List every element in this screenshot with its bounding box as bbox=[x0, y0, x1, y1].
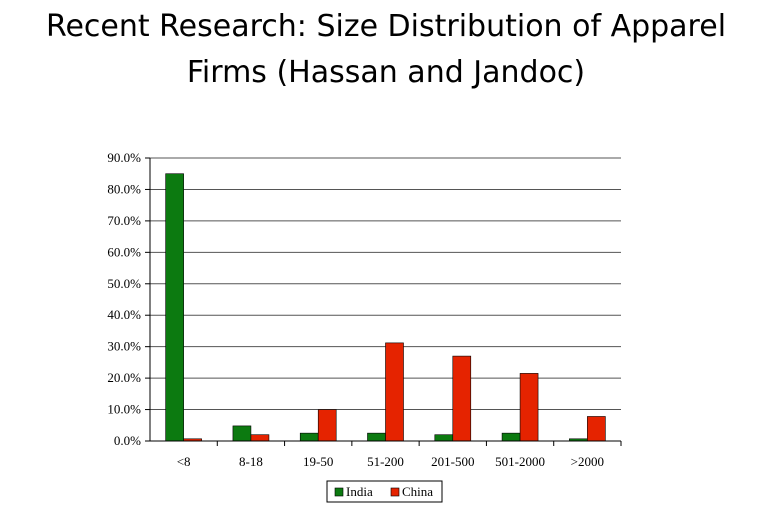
legend: India China bbox=[326, 480, 443, 503]
x-tick-label: 19-50 bbox=[303, 454, 333, 469]
legend-label-china: China bbox=[402, 484, 433, 499]
y-tick-label: 40.0% bbox=[107, 307, 141, 322]
x-tick-label: <8 bbox=[177, 454, 191, 469]
y-tick-label: 50.0% bbox=[107, 276, 141, 291]
y-tick-label: 90.0% bbox=[107, 150, 141, 165]
x-tick-label: 201-500 bbox=[431, 454, 474, 469]
y-tick-label: 30.0% bbox=[107, 339, 141, 354]
bar-china bbox=[452, 355, 472, 442]
bar-india bbox=[299, 432, 319, 442]
slide-title-line-2: Firms (Hassan and Jandoc) bbox=[186, 55, 586, 90]
tick-labels: 0.0% 10.0% 20.0% 30.0% 40.0% 50.0% 60.0% 70.0% 8… bbox=[107, 150, 604, 469]
slide-title-line-1: Recent Research: Size Distribution of Ap… bbox=[45, 9, 727, 44]
legend-box bbox=[326, 480, 443, 503]
y-tick-label: 80.0% bbox=[107, 181, 141, 196]
bar-china bbox=[587, 416, 606, 442]
bar-china bbox=[250, 434, 270, 442]
slide-title: Recent Research: Size Distribution of Ap… bbox=[0, 4, 772, 96]
bar-india bbox=[165, 173, 184, 442]
axes bbox=[145, 157, 622, 446]
y-tick-label: 10.0% bbox=[107, 402, 141, 417]
y-tick-label: 70.0% bbox=[107, 213, 141, 228]
x-tick-label: >2000 bbox=[571, 454, 604, 469]
y-tick-label: 60.0% bbox=[107, 244, 141, 259]
x-tick-label: 51-200 bbox=[367, 454, 404, 469]
bar-india bbox=[501, 432, 521, 442]
bar-china bbox=[519, 373, 539, 442]
legend-swatch-china bbox=[390, 487, 400, 497]
bar-china bbox=[385, 342, 404, 442]
x-tick-label: 8-18 bbox=[239, 454, 263, 469]
bar-india bbox=[434, 434, 454, 442]
bar-india bbox=[367, 432, 386, 442]
bar-china bbox=[317, 409, 337, 442]
bar-india bbox=[232, 425, 252, 442]
y-tick-label: 0.0% bbox=[114, 433, 141, 448]
bars bbox=[165, 173, 606, 442]
legend-label-india: India bbox=[346, 484, 373, 499]
legend-swatch-india bbox=[334, 487, 344, 497]
x-tick-label: 501-2000 bbox=[495, 454, 545, 469]
y-tick-label: 20.0% bbox=[107, 370, 141, 385]
